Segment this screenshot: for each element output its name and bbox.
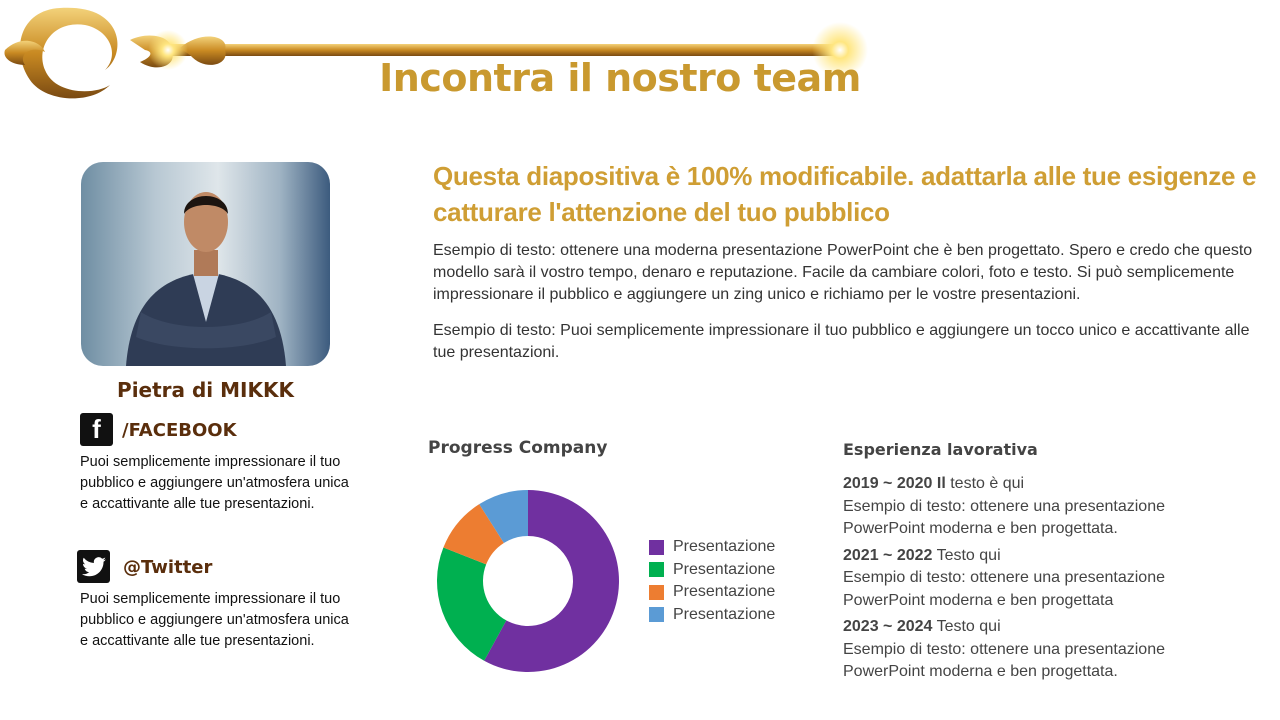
legend-swatch: [649, 584, 664, 600]
facebook-icon[interactable]: f: [80, 413, 113, 446]
twitter-text: Puoi semplicemente impressionare il tuo …: [80, 591, 349, 649]
experience-text: Esempio di testo: ottenere una presentaz…: [843, 497, 1165, 538]
work-experience: Esperienza lavorativa 2019 ~ 2020 Il tes…: [843, 440, 1243, 688]
experience-heading: testo è qui: [950, 475, 1025, 492]
twitter-label[interactable]: @Twitter: [123, 557, 213, 578]
intro-paragraph-2: Esempio di testo: Puoi semplicemente imp…: [433, 322, 1250, 361]
legend-label: Presentazione: [673, 538, 776, 556]
legend-item: Presentazione: [649, 559, 775, 582]
headline: Questa diapositiva è 100% modificabile. …: [433, 161, 1257, 227]
experience-text: Esempio di testo: ottenere una presentaz…: [843, 569, 1165, 609]
experience-item: 2023 ~ 2024 Testo qui Esempio di testo: o…: [843, 616, 1243, 684]
experience-text: Esempio di testo: ottenere una presentaz…: [843, 640, 1165, 681]
legend-item: Presentazione: [649, 536, 775, 559]
person-image: [126, 192, 286, 366]
legend-item: Presentazione: [649, 581, 775, 604]
legend-swatch: [649, 539, 664, 555]
legend-swatch: [649, 607, 664, 623]
experience-title: Esperienza lavorativa: [843, 440, 1038, 459]
legend-swatch: [649, 562, 664, 578]
donut-slice: [479, 490, 528, 544]
experience-years: 2023 ~ 2024: [843, 618, 933, 635]
legend-item: Presentazione: [649, 604, 775, 627]
experience-heading: Testo qui: [936, 546, 1001, 564]
experience-item: 2019 ~ 2020 Il testo è qui Esempio di tes…: [843, 473, 1243, 541]
intro-section: Questa diapositiva è 100% modificabile. …: [433, 158, 1263, 364]
donut-chart: [437, 490, 619, 672]
intro-paragraph: Esempio di testo: ottenere una moderna p…: [433, 242, 1253, 303]
donut-slice: [484, 490, 619, 672]
facebook-text: Puoi semplicemente impressionare il tuo …: [80, 454, 349, 512]
facebook-label[interactable]: /FACEBOOK: [122, 420, 237, 441]
experience-years: 2021 ~ 2022: [843, 546, 933, 564]
legend-label: Presentazione: [673, 560, 776, 578]
experience-years: 2019 ~ 2020 Il: [843, 475, 946, 492]
chart-legend: Presentazione Presentazione Presentazion…: [649, 536, 775, 626]
legend-label: Presentazione: [673, 583, 776, 601]
legend-label: Presentazione: [673, 605, 776, 623]
donut-slice: [437, 547, 507, 661]
slide-title: Incontra il nostro team: [379, 56, 861, 100]
chart-title: Progress Company: [428, 438, 608, 458]
experience-item: 2021 ~ 2022 Testo qui Esempio di testo: o…: [843, 545, 1243, 613]
twitter-icon[interactable]: [77, 550, 110, 583]
donut-slice: [443, 504, 504, 565]
experience-heading: Testo qui: [936, 618, 1001, 635]
member-name: Pietra di MIKKK: [117, 378, 294, 402]
gold-ornament-banner: [4, 7, 868, 99]
team-member-photo: [81, 162, 330, 366]
